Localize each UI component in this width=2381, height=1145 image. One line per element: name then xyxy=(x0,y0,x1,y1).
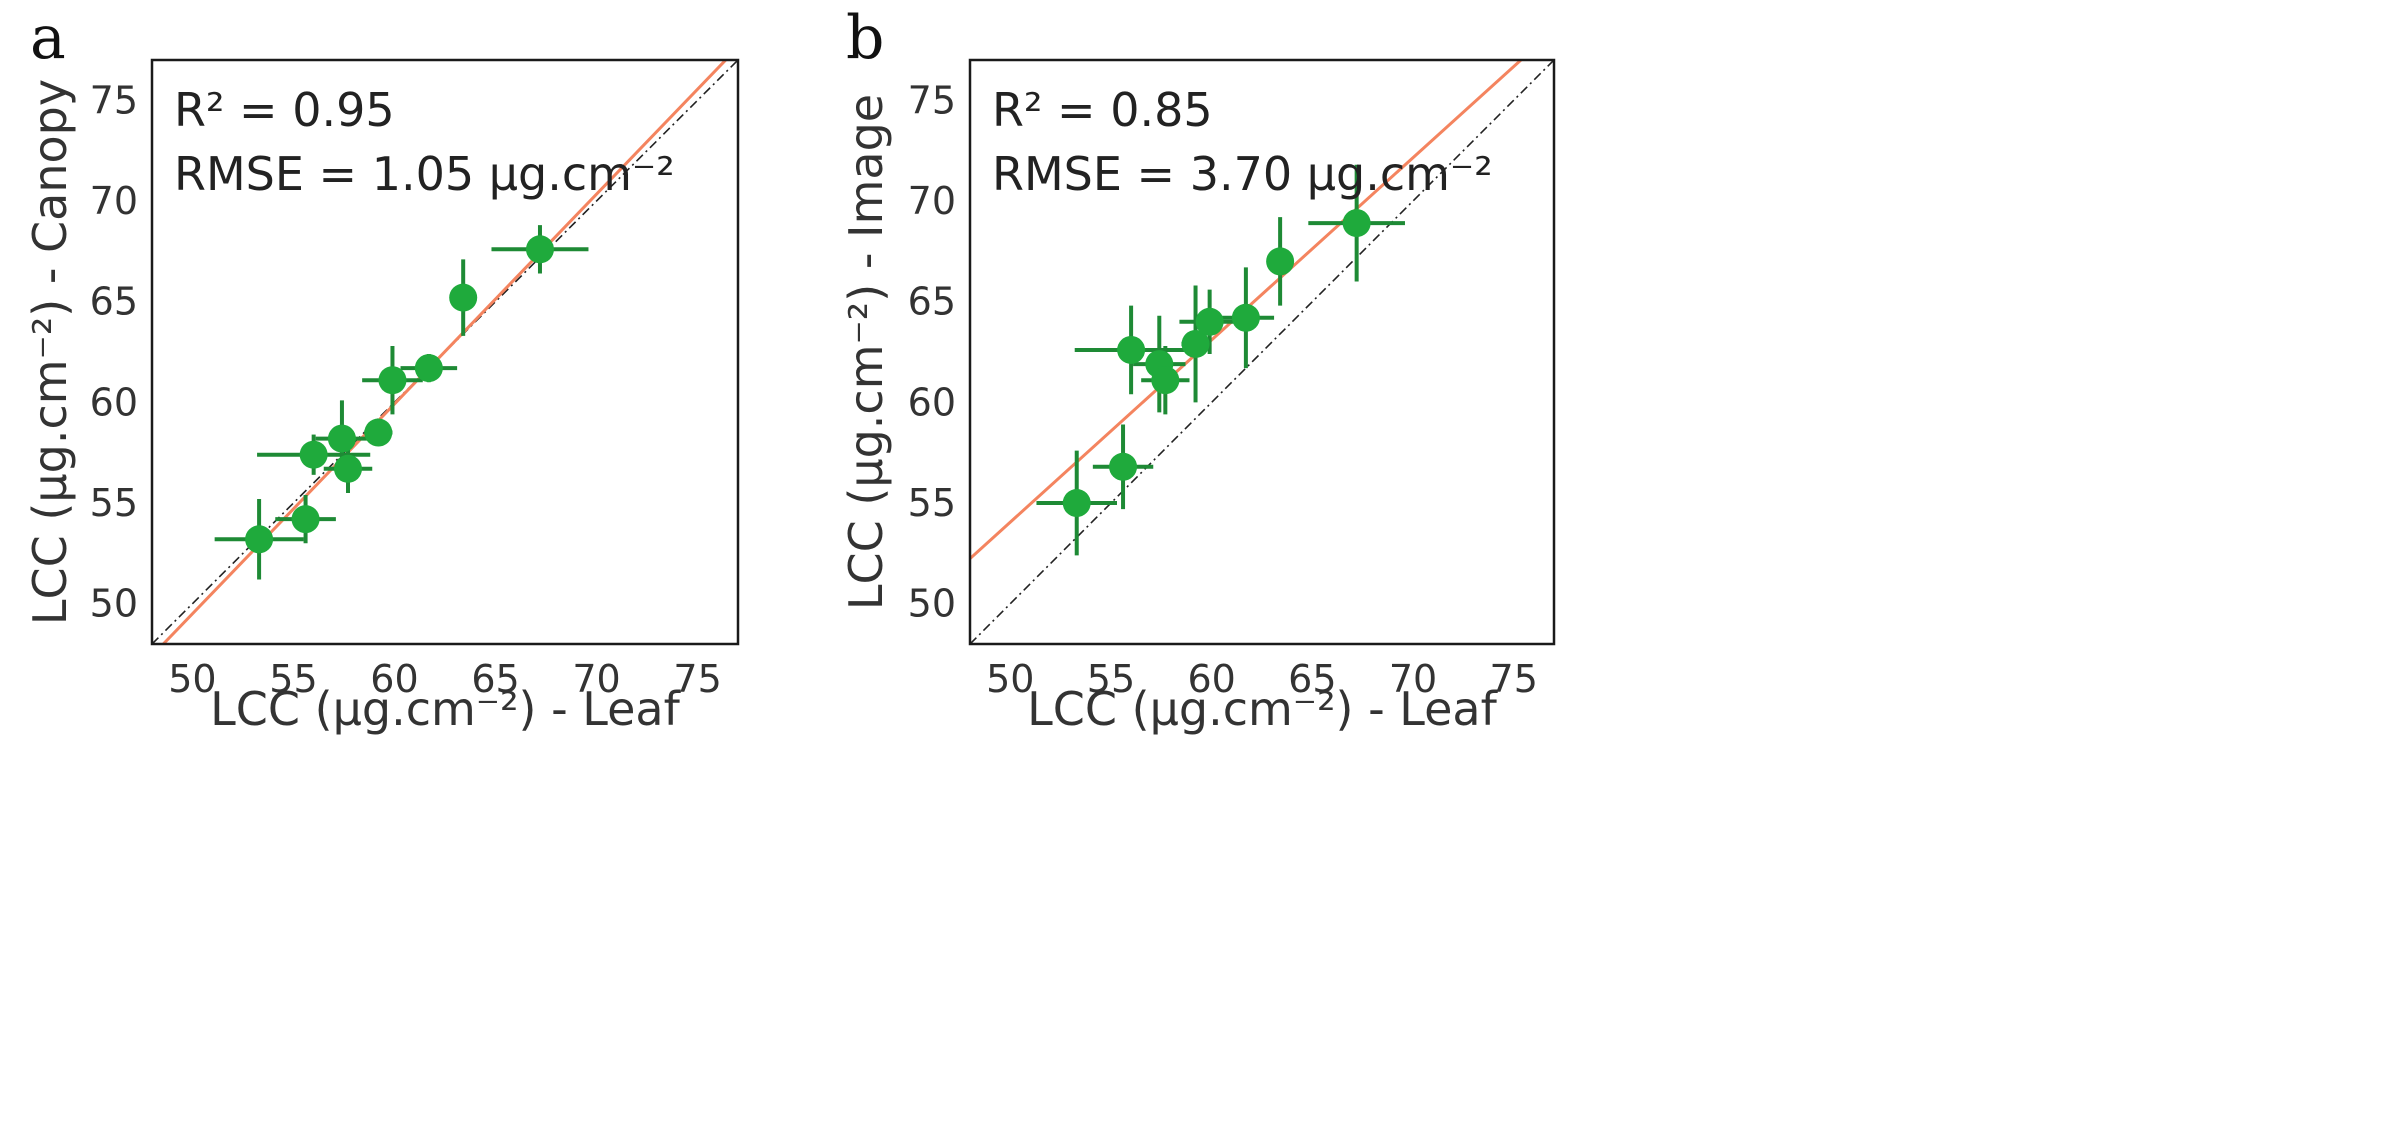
panel-b-frame xyxy=(968,58,1556,646)
y-tick-label-4: 70 xyxy=(908,179,956,223)
data-point-0 xyxy=(1062,489,1091,518)
panel-a-letter: a xyxy=(30,3,66,73)
y-tick-label-0: 50 xyxy=(90,582,138,626)
y-tick-label-1: 55 xyxy=(908,481,956,525)
panel-b: b 50 55 60 65 70 75 50 55 60 65 70 75 R² = 0.85 RM… xyxy=(839,3,1556,736)
x-tick-label-0: 50 xyxy=(168,657,216,701)
data-point-7 xyxy=(414,354,443,383)
y-tick-label-3: 65 xyxy=(908,280,956,324)
y-tick-label-2: 60 xyxy=(90,380,138,424)
data-point-2 xyxy=(1117,335,1146,364)
data-point-7 xyxy=(1231,303,1260,332)
panel-a-rmse: RMSE = 1.05 µg.cm⁻² xyxy=(174,147,675,201)
data-point-6 xyxy=(1195,307,1224,336)
y-tick-label-0: 50 xyxy=(908,582,956,626)
data-point-8 xyxy=(449,283,478,312)
data-point-8 xyxy=(1266,247,1295,276)
x-tick-label-3: 65 xyxy=(1288,657,1336,701)
data-point-4 xyxy=(1151,366,1180,395)
y-tick-label-2: 60 xyxy=(908,380,956,424)
panel-b-y-ticks: 50 55 60 65 70 75 xyxy=(908,78,956,625)
data-point-9 xyxy=(1342,209,1371,238)
panel-b-letter: b xyxy=(846,3,884,73)
y-tick-label-3: 65 xyxy=(90,280,138,324)
panel-b-y-label: LCC (µg.cm⁻²) - Image xyxy=(839,94,893,610)
panel-a-lines xyxy=(152,60,738,644)
panel-a-frame xyxy=(150,58,740,646)
x-tick-label-5: 75 xyxy=(1490,657,1538,701)
panel-a-r2: R² = 0.95 xyxy=(174,83,395,137)
x-tick-label-2: 60 xyxy=(1187,657,1235,701)
y-tick-label-5: 75 xyxy=(908,78,956,122)
x-tick-label-1: 55 xyxy=(269,657,317,701)
fit-line xyxy=(161,60,728,644)
panel-a-points xyxy=(245,235,554,554)
panel-b-lines xyxy=(970,60,1554,644)
x-tick-label-3: 65 xyxy=(471,657,519,701)
panel-a-plot-area xyxy=(152,60,738,644)
y-tick-label-4: 70 xyxy=(90,179,138,223)
panel-b-rmse: RMSE = 3.70 µg.cm⁻² xyxy=(992,147,1493,201)
panel-a-x-label: LCC (µg.cm⁻²) - Leaf xyxy=(210,682,681,736)
x-tick-label-0: 50 xyxy=(986,657,1034,701)
panel-b-points xyxy=(1062,209,1371,518)
data-point-6 xyxy=(378,366,407,395)
data-point-5 xyxy=(364,418,393,447)
one-to-one-line xyxy=(970,60,1554,644)
panel-b-x-ticks: 50 55 60 65 70 75 xyxy=(986,657,1538,701)
data-point-4 xyxy=(334,454,363,483)
data-point-1 xyxy=(291,505,320,534)
panel-b-plot-area xyxy=(970,60,1554,644)
data-point-5 xyxy=(1181,329,1210,358)
panel-a-y-ticks: 50 55 60 65 70 75 xyxy=(90,78,138,625)
x-tick-label-4: 70 xyxy=(572,657,620,701)
panel-a: a 50 55 60 65 70 75 50 55 60 65 70 75 R² = 0.95 RM… xyxy=(23,3,740,736)
data-point-9 xyxy=(525,235,554,264)
data-point-2 xyxy=(299,440,328,469)
x-tick-label-5: 75 xyxy=(673,657,721,701)
y-tick-label-1: 55 xyxy=(90,481,138,525)
panel-b-x-label: LCC (µg.cm⁻²) - Leaf xyxy=(1027,682,1498,736)
x-tick-label-1: 55 xyxy=(1087,657,1135,701)
data-point-3 xyxy=(327,424,356,453)
panel-a-y-label: LCC (µg.cm⁻²) - Canopy xyxy=(23,79,77,625)
x-tick-label-4: 70 xyxy=(1389,657,1437,701)
panel-b-r2: R² = 0.85 xyxy=(992,83,1213,137)
data-point-0 xyxy=(245,525,274,554)
y-tick-label-5: 75 xyxy=(90,78,138,122)
panel-a-errorbars xyxy=(214,225,589,580)
panel-a-x-ticks: 50 55 60 65 70 75 xyxy=(168,657,722,701)
x-tick-label-2: 60 xyxy=(370,657,418,701)
data-point-1 xyxy=(1109,452,1138,481)
fit-line xyxy=(970,60,1524,561)
